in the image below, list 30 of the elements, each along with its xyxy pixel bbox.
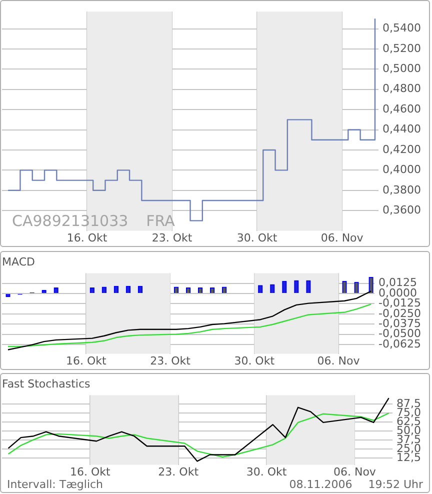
- y-tick-label: 0,4200: [382, 142, 422, 156]
- y-tick-label: 0,5400: [382, 22, 422, 35]
- x-tick-label: 23. Okt: [150, 354, 192, 368]
- y-tick-label: 0,4600: [382, 102, 422, 116]
- text: 08.11.2006: [289, 478, 352, 491]
- x-tick-label: 16. Okt: [66, 354, 107, 368]
- x-tick-label: 23. Okt: [158, 465, 200, 478]
- x-tick-label: 06. Nov: [333, 465, 376, 478]
- x-tick-label: 16. Okt: [66, 231, 108, 244]
- x-tick-label: 23. Okt: [152, 231, 193, 244]
- x-tick-label: 30. Okt: [236, 231, 278, 244]
- y-tick-label: 0,4800: [382, 82, 422, 96]
- chart-title: Fast Stochastics: [2, 377, 91, 390]
- x-tick-label: 30. Okt: [234, 354, 276, 368]
- text: 19:52 Uhr: [368, 478, 424, 491]
- y-tick-label: 0,3600: [382, 203, 422, 216]
- y-tick-label: 75,0: [396, 406, 422, 419]
- chart-title: MACD: [2, 255, 35, 268]
- x-tick-label: 06. Nov: [320, 231, 364, 244]
- y-tick-label: 0,5000: [382, 62, 422, 76]
- y-tick-label: 0,4000: [382, 163, 422, 176]
- y-tick-label: 0,3800: [382, 183, 422, 196]
- x-tick-label: 30. Okt: [246, 465, 288, 478]
- x-tick-label: 16. Okt: [70, 465, 112, 478]
- annotation: FRA: [146, 212, 176, 230]
- x-tick-label: 06. Nov: [317, 354, 360, 368]
- y-tick-label: 0,4400: [382, 122, 422, 136]
- y-tick-label: 0,5200: [382, 42, 422, 55]
- annotation: CA9892131033: [12, 212, 128, 230]
- text: Intervall: Tæglich: [7, 478, 104, 491]
